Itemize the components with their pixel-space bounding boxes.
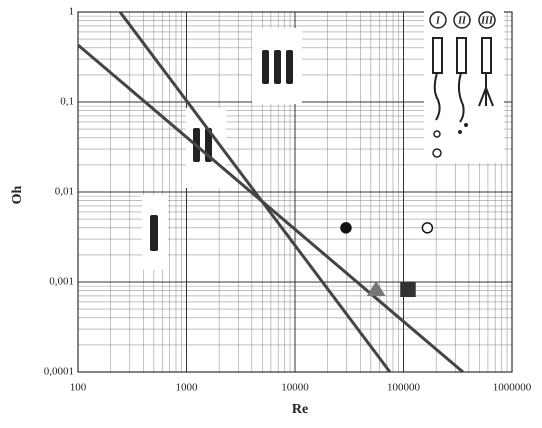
x-tick-label: 1000	[176, 382, 199, 394]
plot-frame	[77, 11, 513, 373]
breakup-icons	[424, 8, 504, 163]
regime-box-1	[142, 195, 168, 270]
boundary-line	[118, 11, 392, 373]
x-axis-label: Re	[292, 402, 308, 417]
y-tick-label: 0,01	[55, 186, 74, 198]
regime-box-2	[186, 108, 226, 188]
y-tick-label: 0,1	[60, 96, 74, 108]
x-tick-label: 100	[70, 382, 87, 394]
data-point	[366, 280, 386, 297]
regime-label: I	[435, 15, 441, 26]
y-tick-label: 1	[69, 6, 75, 18]
data-point	[340, 222, 352, 234]
x-tick-label: 1000000	[493, 382, 532, 394]
regime-label: III	[480, 15, 494, 26]
boundary-line	[77, 43, 464, 374]
y-axis-label: Oh	[10, 185, 25, 204]
data-point	[421, 222, 434, 234]
y-tick-label: 0,001	[49, 276, 74, 288]
y-tick-label: 0,0001	[44, 366, 74, 378]
x-tick-label: 10000	[281, 382, 309, 394]
regime-label: II	[457, 15, 467, 26]
data-point	[400, 281, 416, 298]
x-tick-label: 100000	[387, 382, 421, 394]
regime-box-3	[252, 28, 302, 104]
